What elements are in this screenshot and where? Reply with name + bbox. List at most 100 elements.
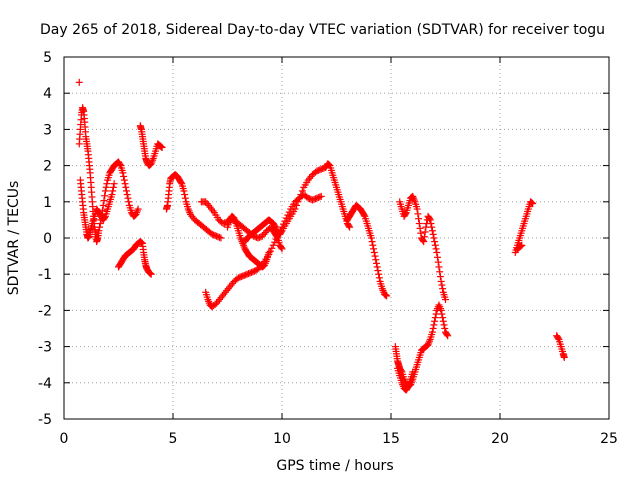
data-point — [110, 180, 118, 188]
data-point — [527, 198, 535, 206]
data-point — [443, 331, 451, 339]
data-point — [438, 281, 446, 289]
data-point — [426, 216, 434, 224]
data-point — [277, 244, 285, 252]
data-point — [439, 314, 447, 322]
data-point — [434, 253, 442, 261]
data-point — [103, 180, 111, 188]
data-point — [272, 235, 280, 243]
series-arc-5 — [162, 171, 225, 242]
data-point — [360, 211, 368, 219]
data-point — [441, 325, 449, 332]
data-point — [430, 321, 438, 329]
x-tick-label: 20 — [491, 431, 509, 447]
data-point — [122, 187, 130, 195]
data-point — [431, 241, 439, 249]
data-point — [293, 201, 301, 209]
series-arc-9 — [241, 160, 354, 246]
y-tick-label: 4 — [43, 86, 52, 102]
data-point — [518, 241, 526, 249]
series-arc-4 — [136, 122, 166, 170]
x-tick-label: 10 — [273, 431, 291, 447]
data-point — [345, 222, 353, 230]
data-point — [101, 187, 109, 195]
data-point — [294, 198, 302, 206]
x-axis-label: GPS time / hours — [276, 458, 393, 474]
data-point — [101, 192, 109, 200]
data-point — [421, 228, 429, 236]
data-point — [96, 220, 104, 228]
data-point — [529, 200, 537, 208]
x-tick-label: 0 — [60, 431, 69, 447]
data-point — [109, 187, 117, 195]
data-point — [373, 263, 381, 271]
series-arc-2 — [76, 176, 118, 242]
data-point — [382, 291, 390, 299]
data-point — [125, 198, 133, 206]
x-tick-label: 25 — [600, 431, 618, 447]
series-arc-16 — [553, 332, 568, 361]
data-point — [157, 143, 165, 151]
data-point — [271, 222, 279, 230]
data-point — [417, 229, 425, 237]
data-point — [146, 270, 154, 278]
data-point — [138, 239, 146, 247]
data-point — [278, 245, 286, 253]
data-point — [96, 223, 104, 231]
series-arc-13 — [396, 192, 449, 304]
data-point — [439, 285, 447, 293]
data-point — [431, 238, 439, 246]
data-point — [157, 142, 165, 150]
data-point — [416, 224, 424, 232]
data-point — [120, 176, 128, 184]
grid-lines — [64, 57, 609, 419]
data-point — [440, 321, 448, 329]
data-point — [325, 161, 333, 169]
data-point — [516, 242, 524, 250]
data-point — [435, 263, 443, 271]
y-tick-label: -3 — [38, 340, 52, 356]
data-point — [381, 291, 389, 299]
y-tick-label: 0 — [43, 231, 52, 247]
data-point — [431, 317, 439, 325]
data-point — [420, 238, 428, 246]
data-point — [119, 169, 127, 177]
data-point — [123, 191, 131, 199]
data-point — [404, 384, 412, 392]
data-point — [158, 144, 166, 151]
data-point — [372, 256, 380, 264]
data-point — [372, 259, 380, 267]
data-point — [369, 241, 377, 249]
data-point — [181, 194, 189, 202]
data-point — [402, 210, 410, 218]
data-point — [121, 180, 129, 188]
y-tick-label: 2 — [43, 159, 52, 175]
data-point — [427, 220, 435, 228]
y-tick-label: -5 — [38, 412, 52, 428]
data-point — [428, 223, 436, 231]
data-point — [346, 223, 354, 231]
data-point — [433, 248, 441, 256]
data-point — [95, 227, 103, 235]
data-point — [517, 242, 525, 250]
data-point — [134, 205, 142, 213]
data-point — [375, 274, 383, 282]
data-point — [374, 267, 382, 275]
y-tick-labels: -5 -4 -3 -2 -1 0 1 2 3 4 5 — [38, 50, 52, 428]
y-tick-label: 5 — [43, 50, 52, 66]
data-point — [438, 310, 446, 318]
data-point — [268, 244, 276, 252]
data-point — [432, 245, 440, 253]
data-point — [180, 187, 188, 195]
data-point — [124, 194, 132, 202]
data-point — [101, 213, 109, 221]
data-point — [100, 197, 108, 205]
series-arc-12 — [394, 364, 417, 394]
data-point — [265, 248, 273, 256]
data-point — [560, 353, 568, 361]
series-arc-3 — [115, 238, 155, 278]
data-point — [367, 234, 375, 242]
data-point — [436, 268, 444, 276]
data-point — [371, 252, 379, 260]
data-point — [420, 233, 428, 241]
